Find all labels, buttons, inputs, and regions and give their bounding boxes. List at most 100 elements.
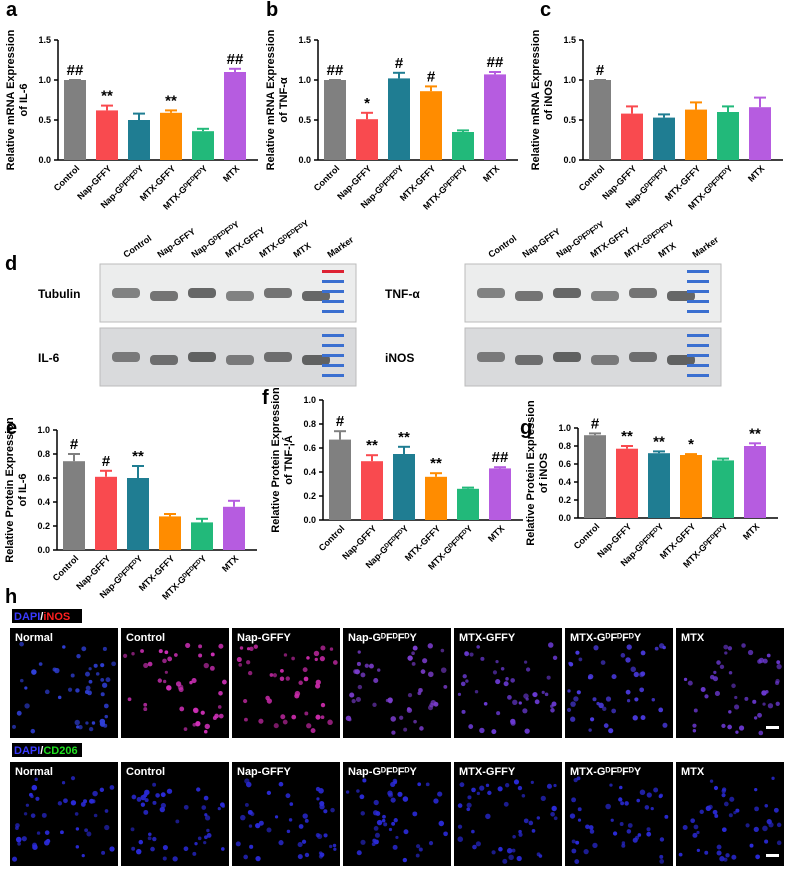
cell (766, 653, 771, 658)
cell (351, 699, 356, 704)
bar (589, 80, 611, 160)
stain-part: / (40, 611, 43, 623)
cell (152, 800, 157, 805)
marker-band (322, 354, 344, 357)
cell (687, 680, 693, 686)
cell (192, 851, 197, 856)
cell (80, 801, 86, 807)
cell (602, 706, 607, 712)
cell (162, 856, 167, 861)
y-tick-label: 1.0 (37, 425, 50, 435)
cell (577, 807, 582, 812)
cell (708, 804, 713, 810)
y-tick-label: 0.0 (303, 515, 316, 525)
cell (618, 797, 623, 802)
marker-band (687, 280, 709, 283)
cell (719, 664, 725, 670)
cell (438, 820, 445, 827)
cell (294, 693, 300, 699)
cell (571, 848, 577, 854)
cell (605, 803, 611, 810)
row-label: IL-6 (38, 351, 60, 365)
y-tick-label: 0.5 (563, 115, 576, 125)
cell (704, 850, 709, 855)
cell (28, 792, 33, 797)
scale-bar (766, 854, 779, 857)
tile-label: Nap-GFFY (237, 766, 291, 778)
cell (85, 685, 91, 691)
cell (183, 846, 189, 852)
cell (266, 698, 272, 704)
cell (427, 705, 434, 711)
cell (86, 831, 92, 837)
cell (762, 825, 768, 832)
cell (550, 811, 555, 817)
cell (104, 809, 109, 813)
marker-band (322, 290, 344, 293)
cell (468, 724, 474, 729)
cell (492, 670, 498, 675)
cell (510, 718, 516, 725)
cell (716, 844, 722, 850)
y-tick-label: 1.0 (563, 75, 576, 85)
blot-band (629, 288, 657, 298)
cell (457, 803, 463, 808)
cell (217, 705, 222, 709)
bar (96, 110, 118, 160)
cell (147, 836, 152, 841)
tile-label: Normal (15, 766, 53, 778)
y-tick-label: 0.8 (37, 449, 50, 459)
cell (31, 784, 38, 791)
cell (461, 709, 466, 714)
blot-band (477, 288, 505, 298)
cell (745, 823, 750, 828)
bar (420, 91, 442, 160)
blot-band (150, 291, 178, 301)
cell (21, 836, 27, 842)
cell (221, 847, 225, 851)
cell (220, 802, 225, 808)
cell (75, 688, 80, 693)
cell (315, 714, 321, 720)
cell (360, 672, 366, 678)
cell (166, 788, 173, 794)
cell (443, 684, 448, 689)
cell (100, 677, 105, 682)
cell (571, 839, 576, 844)
y-axis-label: of iNOS (538, 453, 550, 493)
cell (76, 725, 80, 729)
cell (719, 856, 725, 862)
cell (172, 856, 178, 862)
cell (191, 678, 197, 684)
cell (313, 650, 320, 657)
x-tick-label: Control (51, 553, 81, 583)
bar (95, 476, 117, 550)
cell (723, 801, 729, 807)
cell (103, 703, 109, 709)
cell (524, 660, 528, 664)
cell (364, 663, 369, 668)
cell (393, 818, 398, 823)
cell (758, 657, 765, 664)
cell (632, 715, 638, 721)
cell (567, 689, 571, 693)
cell (195, 720, 201, 727)
y-tick-label: 0.5 (38, 115, 51, 125)
cell (87, 690, 92, 696)
cell (552, 655, 558, 661)
cell (162, 844, 168, 851)
cell (518, 829, 522, 834)
cell (372, 838, 377, 843)
cell (659, 793, 663, 798)
row-label: iNOS (385, 351, 414, 365)
cell (92, 790, 98, 797)
cell (590, 717, 595, 722)
cell (427, 671, 434, 678)
significance-label: ## (487, 54, 504, 71)
cell (238, 663, 243, 667)
cell (762, 658, 768, 664)
cell (143, 809, 149, 815)
cell (402, 796, 409, 802)
cell (624, 801, 629, 806)
cell (659, 854, 664, 859)
